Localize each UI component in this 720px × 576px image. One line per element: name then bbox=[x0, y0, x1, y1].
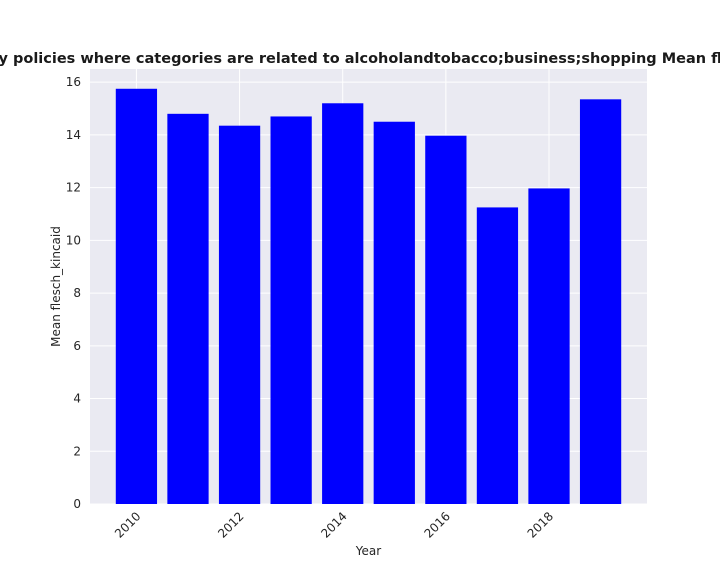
y-tick-label: 10 bbox=[66, 233, 81, 247]
bar-2018 bbox=[528, 188, 570, 504]
y-tick-label: 6 bbox=[73, 339, 81, 353]
bar-2015 bbox=[373, 121, 415, 505]
bar-2014 bbox=[322, 103, 364, 504]
bar-2017 bbox=[476, 207, 519, 504]
x-tick-label: 2016 bbox=[421, 509, 452, 540]
y-tick-label: 2 bbox=[73, 444, 81, 458]
bar-2011 bbox=[167, 113, 209, 505]
x-tick-label: 2012 bbox=[215, 509, 246, 540]
bar-2012 bbox=[218, 125, 261, 504]
y-tick-label: 16 bbox=[66, 75, 81, 89]
x-tick-label: 2018 bbox=[525, 509, 556, 540]
y-axis-ticks: 0 2 4 6 8 10 12 14 16 bbox=[66, 75, 81, 511]
bar-2013 bbox=[270, 116, 312, 505]
x-tick-label: 2010 bbox=[112, 509, 143, 540]
y-tick-label: 8 bbox=[73, 286, 81, 300]
y-tick-label: 12 bbox=[66, 181, 81, 195]
chart-title: Mean flesch_kincaid in privacy policies … bbox=[0, 51, 720, 67]
bar-2010 bbox=[115, 88, 158, 504]
y-tick-label: 0 bbox=[73, 497, 81, 511]
y-tick-label: 4 bbox=[73, 392, 81, 406]
x-axis-title: Year bbox=[355, 544, 381, 558]
bars bbox=[115, 88, 622, 505]
bar-2016 bbox=[425, 135, 467, 504]
y-tick-label: 14 bbox=[66, 128, 81, 142]
x-tick-label: 2014 bbox=[318, 509, 349, 540]
x-axis-ticks: 2010 2012 2014 2016 2018 bbox=[112, 509, 556, 540]
bar-2019 bbox=[579, 99, 622, 505]
y-axis-title: Mean flesch_kincaid bbox=[49, 226, 63, 347]
